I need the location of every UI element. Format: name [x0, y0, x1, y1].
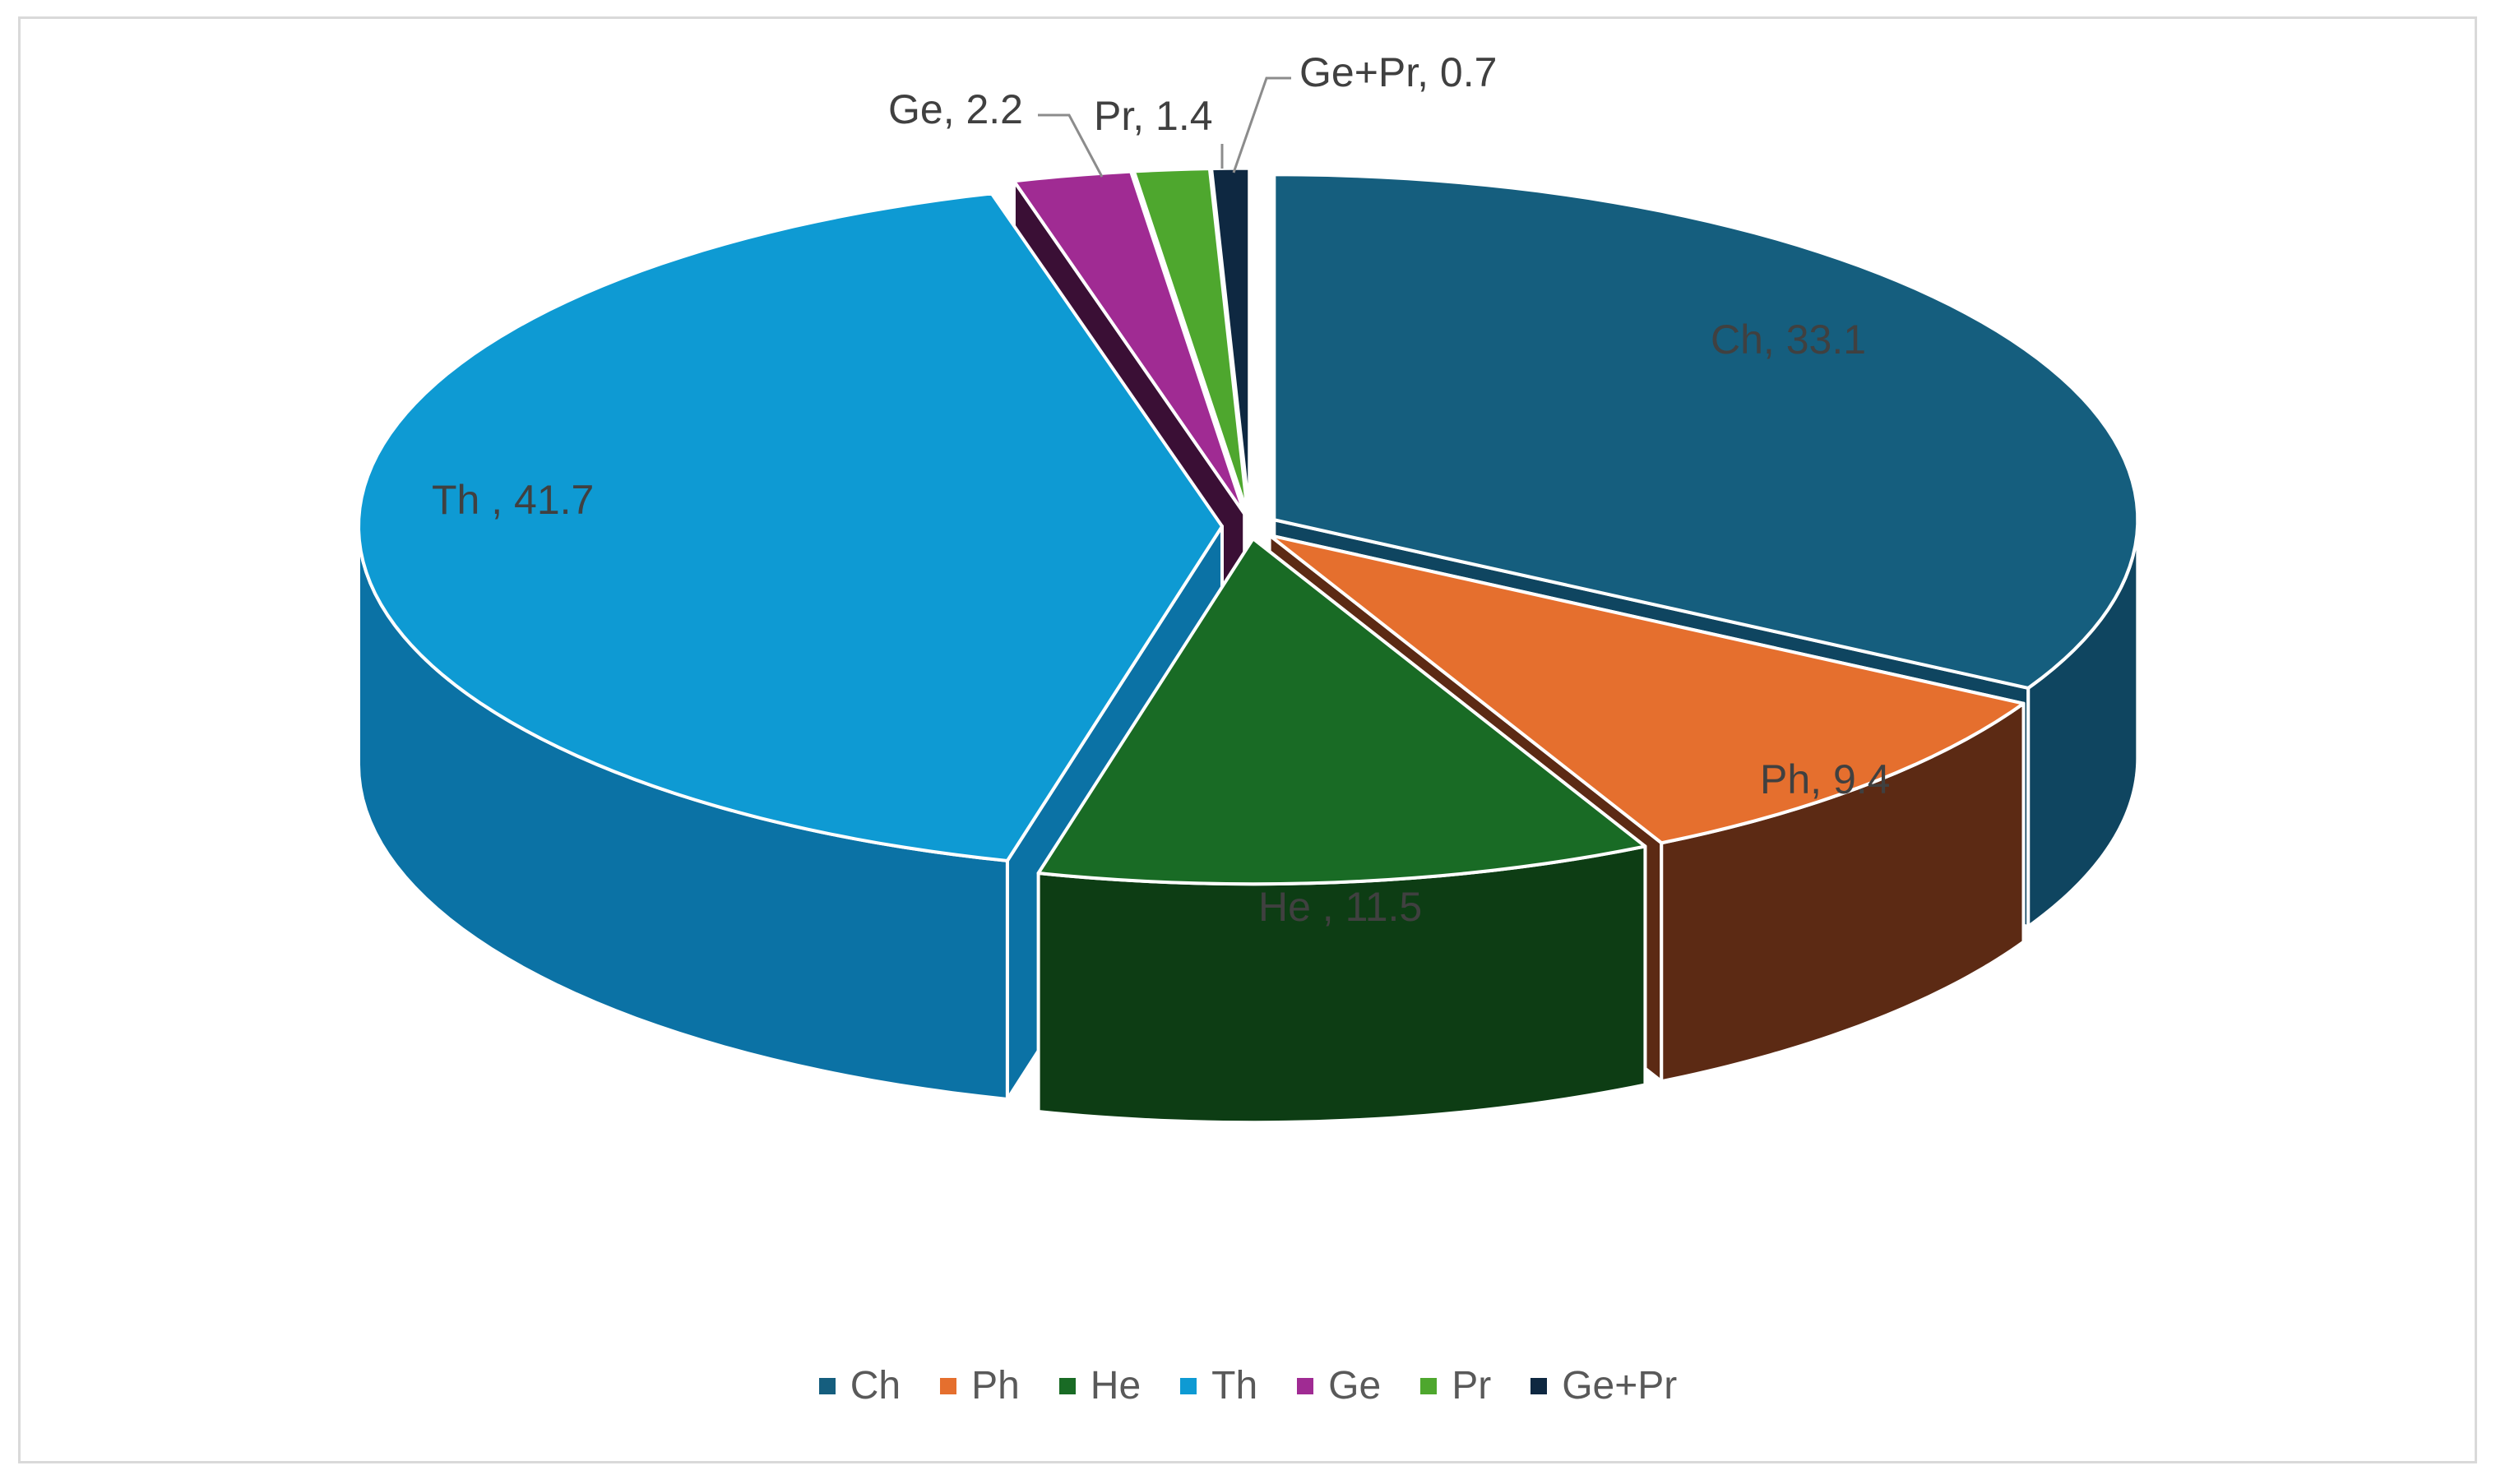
slice-pr: [1132, 167, 1250, 515]
legend-label: Ch: [850, 1364, 901, 1408]
legend-label: Ge: [1328, 1364, 1382, 1408]
legend-label: Ph: [971, 1364, 1020, 1408]
data-label-ge: Ge, 2.2: [888, 86, 1023, 132]
data-label-pr: Pr, 1.4: [1094, 93, 1213, 139]
legend-item-pr: Pr: [1420, 1363, 1491, 1408]
legend-label: Ge+Pr: [1562, 1364, 1678, 1408]
legend-swatch: [1530, 1377, 1548, 1394]
legend-item-he: He: [1058, 1363, 1141, 1408]
legend-swatch: [1420, 1377, 1438, 1394]
data-label-ph: Ph, 9.4: [1760, 756, 1890, 802]
slice-ph: [1267, 534, 2026, 845]
data-label-ge-plus-pr: Ge+Pr, 0.7: [1299, 49, 1497, 95]
legend-item-th: Th: [1180, 1363, 1257, 1408]
legend-item-ge-plus-pr: Ge+Pr: [1530, 1363, 1677, 1408]
legend-label: Pr: [1452, 1364, 1492, 1408]
legend-swatch: [1297, 1377, 1314, 1394]
data-label-he: He , 11.5: [1258, 884, 1422, 930]
legend-swatch: [1180, 1377, 1197, 1394]
slice-he: [1036, 537, 1647, 886]
legend-label: He: [1090, 1364, 1141, 1408]
leader-line-ge-plus-pr: [1232, 76, 1291, 173]
legend-item-ph: Ph: [940, 1363, 1020, 1408]
data-label-th: Th , 41.7: [432, 477, 594, 523]
slice-ge: [1012, 169, 1247, 516]
legend: Ch Ph He Th Ge Pr Ge+Pr: [0, 1363, 2496, 1408]
legend-swatch: [940, 1377, 957, 1394]
legend-item-ch: Ch: [818, 1363, 901, 1408]
slice-ch: [1272, 173, 2140, 690]
legend-swatch: [1058, 1377, 1076, 1394]
legend-swatch: [818, 1377, 836, 1394]
legend-item-ge: Ge: [1297, 1363, 1381, 1408]
legend-label: Th: [1211, 1364, 1258, 1408]
pie-tops: [357, 166, 2140, 886]
data-label-ch: Ch, 33.1: [1711, 317, 1866, 363]
leader-lines: [1038, 76, 1291, 178]
data-labels: Ch, 33.1 Ph, 9.4 He , 11.5 Th , 41.7 Ge, 2.2…: [432, 49, 1890, 930]
slice-th: [357, 192, 1224, 862]
leader-line-ge: [1038, 113, 1104, 178]
slice-ge-plus-pr: [1210, 166, 1252, 515]
